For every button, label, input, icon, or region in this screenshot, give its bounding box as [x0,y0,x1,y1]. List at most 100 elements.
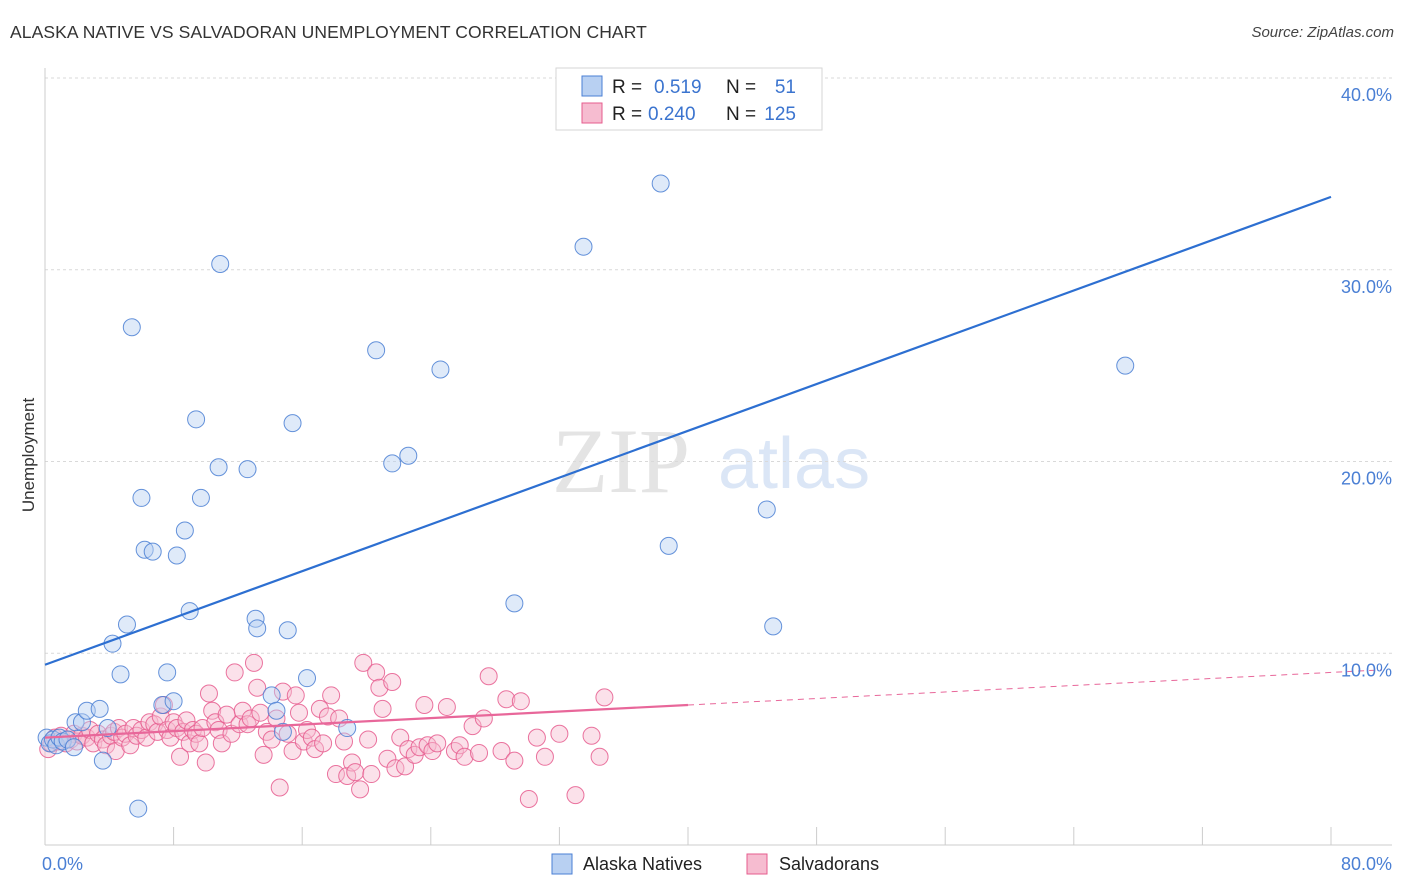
salvadoran-point [302,728,321,747]
salvadoran-point [212,734,231,753]
legend-n-value: 51 [775,77,796,98]
alaska-native-point [505,594,524,613]
chart-title: ALASKA NATIVE VS SALVADORAN UNEMPLOYMENT… [10,22,647,42]
salvadoran-point [354,653,373,672]
alaska-native-point [764,617,783,636]
y-tick-label: 20.0% [1341,469,1392,489]
alaska-native-point [66,713,85,732]
salvadoran-point [450,736,469,755]
salvadoran-point [535,747,554,766]
salvadoran-point [225,663,244,682]
salvadoran-point [479,667,498,686]
axes [44,68,1392,846]
legend-swatch-blue [581,75,603,97]
salvadoran-point [373,699,392,718]
legend-n-value: 125 [764,104,796,125]
legend-r-label: R = [612,77,642,98]
alaska-native-point [187,410,206,429]
alaska-native-point [238,460,257,479]
salvadoran-point [171,747,190,766]
legend-r-value: 0.519 [654,77,702,98]
alaska-native-point [431,360,450,379]
y-tick-label: 10.0% [1341,660,1392,680]
alaska-natives-trendline [44,195,1332,666]
alaska-native-point [246,609,265,628]
salvadoran-point [289,703,308,722]
salvadoran-point [334,732,353,751]
alaska-native-point [153,696,172,715]
salvadoran-point [445,742,464,761]
salvadoran-point [326,765,345,784]
alaska-native-point [267,701,286,720]
salvadoran-point [244,653,263,672]
series-legend: Alaska Natives Salvadorans [551,853,879,875]
alaska-native-point [90,699,109,718]
grid [45,77,1392,654]
salvadoran-point [519,789,538,808]
alaska-native-point [209,458,228,477]
legend-label-alaska-natives: Alaska Natives [583,854,702,874]
alaska-native-point [98,719,117,738]
salvadoran-point [455,747,474,766]
alaska-native-point [211,254,230,273]
salvadoran-point [437,697,456,716]
salvadoran-point [177,711,196,730]
legend-n-label: N = [726,77,756,98]
salvadoran-point [415,696,434,715]
salvadoran-point [550,724,569,743]
alaska-native-point [399,446,418,465]
salvadoran-point [582,726,601,745]
salvadoran-point [590,747,609,766]
alaska-native-point [383,454,402,473]
y-tick-label: 40.0% [1341,85,1392,105]
salvadoran-point [203,701,222,720]
salvadoran-point [428,734,447,753]
alaska-native-point [158,663,177,682]
alaska-native-point [167,546,186,565]
alaska-natives-points [37,174,1135,818]
alaska-native-point [1116,356,1135,375]
salvadoran-point [190,734,209,753]
salvadoran-point [505,751,524,770]
salvadoran-point [346,763,365,782]
salvadoran-point [497,690,516,709]
alaska-native-point [175,521,194,540]
salvadoran-point [196,753,215,772]
alaska-native-point [117,615,136,634]
salvadoran-point [367,663,386,682]
legend-swatch-pink [581,102,603,124]
salvadoran-point [314,734,333,753]
salvadorans-trendline-extension [687,669,1383,706]
watermark-atlas: atlas [718,424,870,504]
alaska-native-point [262,686,281,705]
alaska-native-point [298,669,317,688]
alaska-native-point [122,318,141,337]
salvadoran-point [286,686,305,705]
salvadoran-point [121,736,140,755]
salvadoran-point [248,678,267,697]
alaska-native-point [129,799,148,818]
salvadoran-point [318,707,337,726]
y-tick-label: 30.0% [1341,277,1392,297]
salvadoran-point [470,743,489,762]
alaska-native-point [111,665,130,684]
legend-swatch-alaska-natives [551,853,573,875]
salvadoran-point [254,745,273,764]
source-label: Source: ZipAtlas.com [1251,24,1394,41]
salvadoran-point [474,709,493,728]
salvadoran-point [180,734,199,753]
salvadoran-point [359,730,378,749]
trendlines [44,195,1383,739]
alaska-native-point [72,713,91,732]
alaska-native-point [164,692,183,711]
salvadoran-point [351,780,370,799]
alaska-native-point [132,488,151,507]
legend-r-label: R = [612,104,642,125]
salvadoran-point [383,673,402,692]
y-tick-labels: 10.0% 20.0% 30.0% 40.0% [1341,85,1392,680]
y-axis-label: Unemployment [19,398,38,513]
alaska-native-point [283,414,302,433]
alaska-native-point [651,174,670,193]
alaska-native-point [659,536,678,555]
alaska-native-point [757,500,776,519]
